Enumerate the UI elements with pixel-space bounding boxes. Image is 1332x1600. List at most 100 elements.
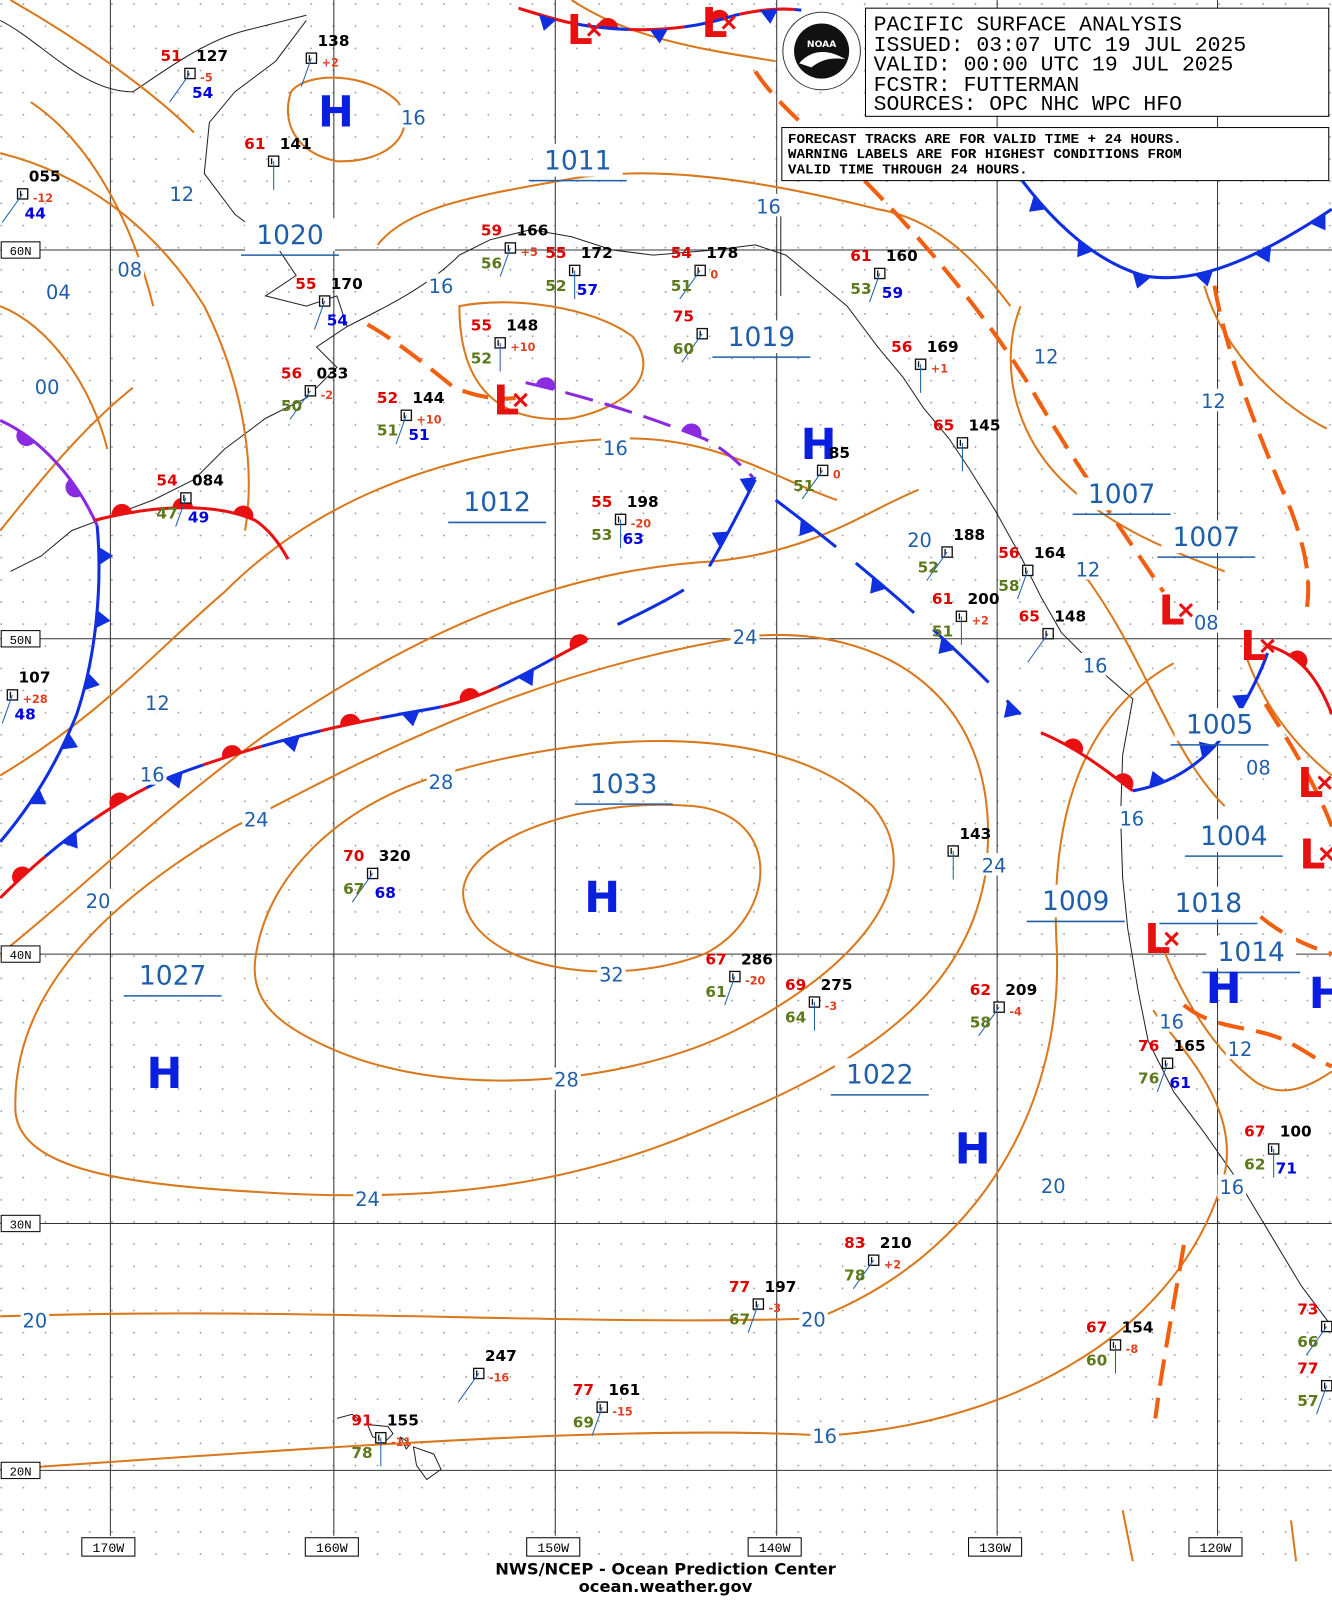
lat-label: 50N xyxy=(10,634,32,648)
isobar-label: 20 xyxy=(907,529,932,552)
isobar-label: 08 xyxy=(117,259,142,282)
station-dew: 58 xyxy=(970,1014,991,1032)
isobar xyxy=(376,172,1012,307)
footer-line: NWS/NCEP - Ocean Prediction Center xyxy=(495,1559,836,1578)
station-pressure: 178 xyxy=(706,244,738,262)
isobar-label-bg xyxy=(1038,1173,1068,1196)
front xyxy=(1212,285,1311,613)
pressure-label: 1007 xyxy=(1088,479,1155,510)
front-symbol xyxy=(1029,195,1046,212)
station-pressure: 188 xyxy=(953,526,985,544)
station-pressure: 155 xyxy=(387,1412,419,1430)
isobar-label: 16 xyxy=(1219,1176,1244,1199)
front-symbol xyxy=(1064,738,1084,754)
station-pressure: 148 xyxy=(506,317,538,335)
low-mark xyxy=(1319,846,1332,862)
station-tendency: -20 xyxy=(745,975,765,988)
front-symbol xyxy=(61,732,78,750)
station-tendency: -8 xyxy=(1126,1343,1139,1356)
station-dew: 62 xyxy=(1244,1155,1265,1173)
station-pressure: 170 xyxy=(331,275,363,293)
front-symbol xyxy=(98,546,114,566)
note-box: FORECAST TRACKS ARE FOR VALID TIME + 24 … xyxy=(781,127,1330,182)
isobar-label: 16 xyxy=(1119,808,1144,831)
station-marker xyxy=(816,464,829,477)
isobar-label: 12 xyxy=(145,692,170,715)
pressure-label-bg xyxy=(1163,886,1254,920)
pressure-label-bg xyxy=(1174,708,1265,741)
isobar xyxy=(0,101,155,450)
isobar-label-bg xyxy=(44,279,73,303)
front-symbol xyxy=(938,637,955,654)
front-symbol xyxy=(709,9,730,23)
station-extra: 54 xyxy=(327,312,348,330)
station-marker xyxy=(993,1001,1005,1013)
pressure-label: 1020 xyxy=(256,220,323,251)
station-pressure: 286 xyxy=(741,950,773,968)
station-pressure: 209 xyxy=(1005,981,1037,999)
front-symbol xyxy=(711,531,729,548)
pressure-label: 1022 xyxy=(846,1060,913,1091)
front xyxy=(0,525,101,843)
wind-barb xyxy=(869,273,881,303)
front xyxy=(0,639,588,900)
lat-label-box xyxy=(0,630,41,648)
station-tendency: +1 xyxy=(931,362,948,375)
low-center: L xyxy=(1144,915,1170,963)
station-temp: 59 xyxy=(481,222,502,240)
high-center: H xyxy=(955,1124,991,1174)
note-line: FORECAST TRACKS ARE FOR VALID TIME + 24 … xyxy=(788,132,1182,148)
isobar-label-bg xyxy=(905,527,934,550)
lon-label: 140W xyxy=(759,1541,791,1556)
header-line: SOURCES: OPC NHC WPC HFO xyxy=(874,93,1182,117)
station-temp: 51 xyxy=(161,47,182,65)
pressure-label-bg xyxy=(1188,819,1279,853)
wind-barb xyxy=(1,193,24,223)
pressure-label-bg xyxy=(716,320,807,354)
station-dew: 53 xyxy=(591,526,612,544)
station-tendency: +2 xyxy=(322,56,339,69)
station-tendency: -20 xyxy=(631,518,651,531)
lon-label: 120W xyxy=(1200,1541,1232,1556)
station-temp: 62 xyxy=(970,981,991,999)
low-center: L xyxy=(567,6,593,54)
station-temp: 77 xyxy=(573,1381,594,1399)
front-symbol xyxy=(1232,694,1250,711)
station-pressure: 100 xyxy=(1280,1123,1312,1141)
isobar-label-bg xyxy=(1192,610,1221,633)
station-pressure: 143 xyxy=(959,825,991,843)
station-pressure: 033 xyxy=(317,365,349,383)
station-temp: 61 xyxy=(850,247,871,265)
isobar xyxy=(0,662,1175,1322)
station-temp: 65 xyxy=(933,417,954,435)
station-pressure: 145 xyxy=(969,417,1001,435)
low-center: L xyxy=(1299,830,1325,878)
front-symbol xyxy=(12,866,30,884)
note-frame xyxy=(781,127,1330,182)
station-temp: 61 xyxy=(244,135,265,153)
pressure-label-bg xyxy=(452,485,543,519)
isobar xyxy=(14,633,990,1197)
station-dew: 51 xyxy=(377,422,398,440)
pressure-label-bg xyxy=(1030,884,1121,918)
isobar xyxy=(0,488,919,955)
station-dew: 58 xyxy=(998,577,1019,595)
pressure-label: 1027 xyxy=(139,961,206,992)
front xyxy=(1019,177,1332,280)
station-temp: 67 xyxy=(705,950,726,968)
high-center: H xyxy=(147,1049,183,1099)
station-dew: 78 xyxy=(844,1267,865,1285)
station-temp: 91 xyxy=(351,1412,372,1430)
station-pressure: 85 xyxy=(829,444,850,462)
station-extra: 51 xyxy=(408,426,429,444)
front-symbol xyxy=(29,788,47,805)
wind-barb xyxy=(926,551,948,581)
station-pressure: 210 xyxy=(880,1234,912,1252)
station-dew: 64 xyxy=(785,1008,806,1026)
station-temp: 70 xyxy=(343,847,364,865)
station-temp: 69 xyxy=(785,976,806,994)
pressure-label: 1007 xyxy=(1173,522,1240,553)
station-temp: 52 xyxy=(377,389,398,407)
front xyxy=(1265,643,1332,715)
station-dew: 50 xyxy=(281,397,302,415)
